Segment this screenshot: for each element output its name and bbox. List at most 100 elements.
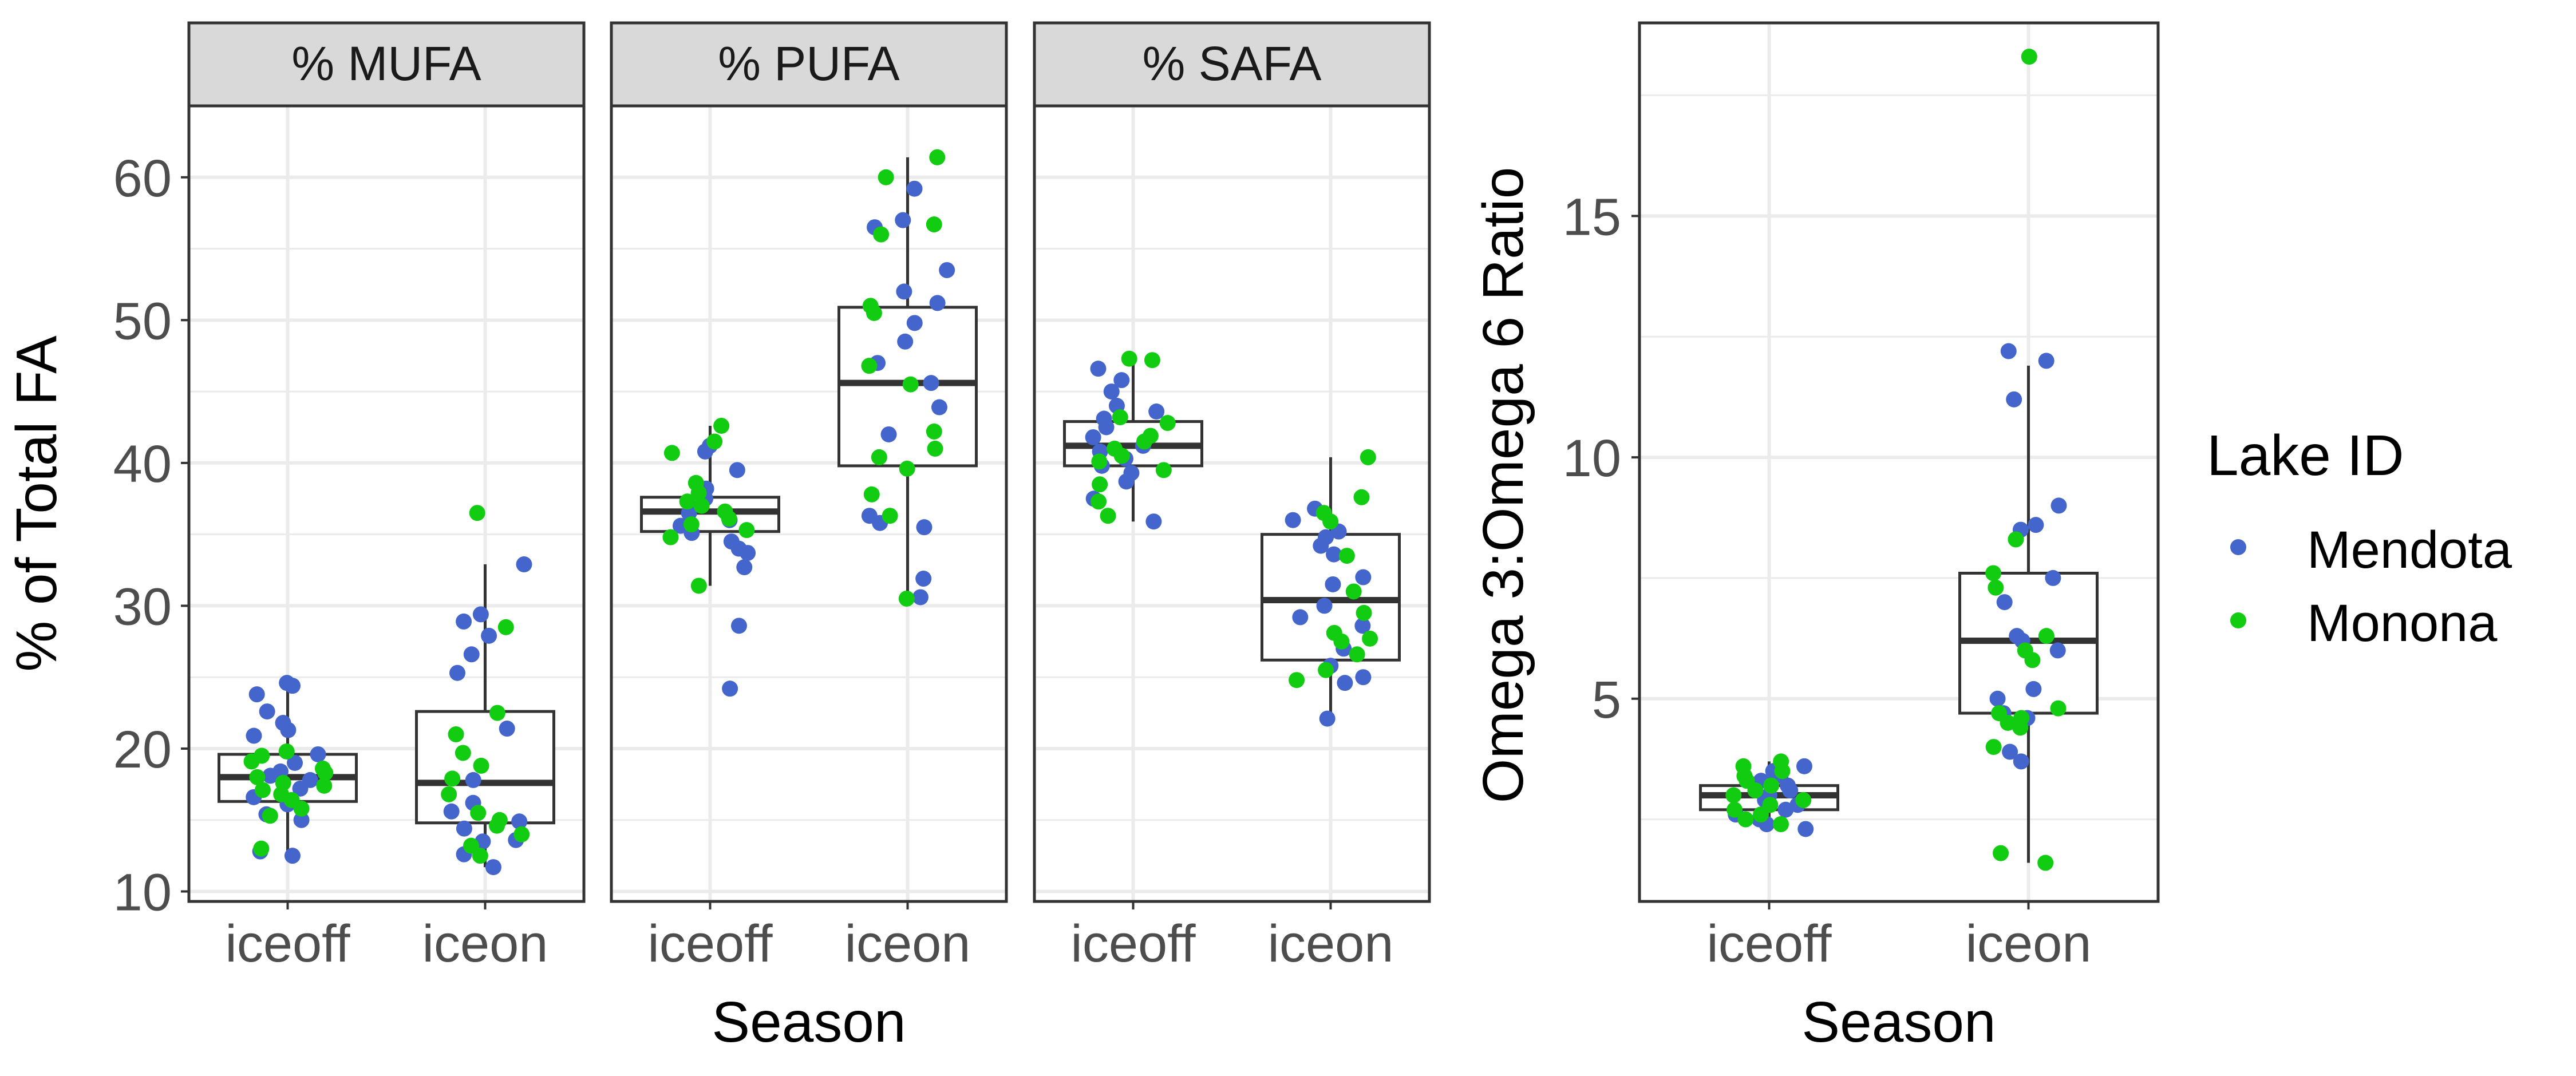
data-point-monona (1289, 672, 1305, 688)
data-point-monona (455, 745, 471, 761)
facet-panel-0: % MUFA iceoff iceon (189, 23, 584, 973)
data-point-monona (664, 445, 680, 461)
data-point-monona (1322, 513, 1338, 529)
data-point-monona (448, 726, 464, 742)
data-point-mendota (729, 462, 745, 478)
data-point-monona (882, 508, 898, 524)
data-point-monona (1100, 508, 1116, 524)
data-point-mendota (1337, 675, 1353, 691)
data-point-mendota (736, 559, 752, 575)
data-point-mendota (1145, 513, 1161, 529)
data-point-mendota (2050, 497, 2067, 513)
data-point-monona (864, 486, 880, 503)
data-point-mendota (897, 334, 913, 350)
data-point-monona (2038, 628, 2055, 644)
legend-key-monona (2230, 612, 2246, 628)
y-tick-label: 60 (113, 149, 172, 208)
data-point-monona (1333, 634, 1349, 650)
data-point-mendota (259, 703, 275, 719)
data-point-mendota (896, 283, 912, 299)
y-tick-label: 10 (1563, 429, 1621, 488)
data-point-monona (244, 753, 260, 769)
data-point-monona (444, 770, 460, 786)
facet-strip-label: % MUFA (291, 37, 481, 90)
data-point-mendota (1997, 594, 2013, 610)
data-point-monona (1339, 548, 1355, 564)
data-point-monona (679, 493, 696, 509)
data-point-monona (1986, 739, 2002, 755)
data-point-monona (1349, 646, 1365, 662)
x-tick-label: iceoff (1706, 915, 1832, 973)
data-point-monona (2050, 701, 2067, 717)
data-point-monona (899, 461, 915, 477)
data-point-monona (691, 577, 707, 594)
facet-strip-label: % SAFA (1143, 37, 1322, 90)
y-tick-label: 5 (1592, 671, 1621, 729)
data-point-monona (316, 778, 332, 794)
data-point-monona (1346, 583, 1362, 599)
data-point-monona (1773, 816, 1789, 832)
data-point-monona (1091, 453, 1107, 469)
data-point-mendota (895, 212, 911, 228)
legend-label: Mendota (2307, 521, 2512, 579)
data-point-mendota (1090, 361, 1106, 377)
data-point-monona (1144, 352, 1160, 368)
data-point-mendota (285, 678, 301, 694)
data-point-mendota (499, 721, 515, 737)
legend-label: Monona (2307, 594, 2498, 652)
data-point-monona (1753, 806, 1769, 822)
data-point-monona (1993, 845, 2009, 861)
data-point-mendota (2013, 753, 2029, 769)
data-point-monona (721, 511, 737, 527)
data-point-mendota (280, 722, 296, 738)
x-tick-label: iceon (422, 915, 548, 973)
y-axis-label: Omega 3:Omega 6 Ratio (1471, 167, 1535, 804)
data-point-monona (683, 516, 700, 532)
data-point-mendota (1325, 576, 1341, 592)
data-point-monona (1737, 812, 1753, 828)
data-point-mendota (444, 804, 460, 820)
data-point-monona (1112, 409, 1128, 425)
data-point-monona (1362, 631, 1378, 647)
data-point-monona (878, 169, 894, 185)
data-point-mendota (1797, 821, 1814, 837)
data-point-mendota (722, 681, 738, 697)
data-point-monona (694, 498, 710, 514)
data-point-monona (926, 216, 942, 232)
data-point-mendota (2050, 642, 2066, 658)
data-point-mendota (915, 571, 931, 587)
legend: Lake ID Mendota Monona (2207, 424, 2512, 652)
data-point-mendota (2028, 517, 2044, 533)
data-point-monona (294, 801, 310, 817)
data-point-mendota (2001, 343, 2017, 359)
facet-strip-label: % PUFA (718, 37, 899, 90)
data-point-mendota (923, 375, 939, 391)
data-point-mendota (310, 746, 326, 762)
data-point-monona (1985, 565, 2001, 581)
data-point-monona (279, 743, 295, 759)
data-point-monona (861, 358, 877, 374)
data-point-monona (1156, 462, 1172, 478)
data-point-monona (262, 808, 278, 824)
data-point-monona (469, 505, 485, 521)
data-point-monona (1136, 433, 1152, 449)
legend-title: Lake ID (2207, 424, 2404, 488)
data-point-monona (489, 705, 505, 721)
data-point-mendota (1119, 473, 1135, 489)
y-tick-label: 40 (113, 435, 172, 493)
data-point-monona (871, 449, 887, 465)
data-point-monona (253, 841, 269, 857)
data-point-monona (1318, 662, 1334, 678)
data-point-monona (1354, 489, 1370, 505)
data-point-mendota (485, 859, 501, 875)
data-point-mendota (464, 646, 480, 662)
data-point-monona (489, 818, 505, 834)
data-point-mendota (473, 606, 489, 622)
data-point-mendota (931, 399, 947, 416)
data-point-mendota (916, 519, 932, 535)
data-point-monona (903, 377, 919, 393)
data-point-mendota (2025, 681, 2041, 697)
y-axis-label: % of Total FA (5, 335, 69, 672)
